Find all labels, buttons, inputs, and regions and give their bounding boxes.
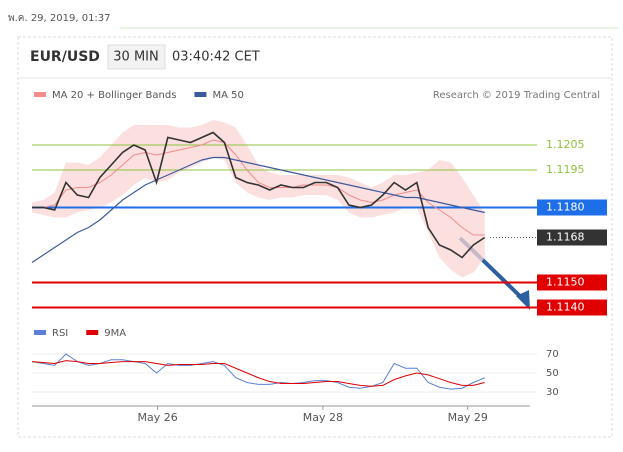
level-label: 1.1150 xyxy=(546,276,585,289)
legend-swatch xyxy=(34,92,46,97)
legend-swatch xyxy=(34,330,46,335)
arrow-head xyxy=(516,290,530,310)
x-tick-label: May 28 xyxy=(303,411,343,424)
rsi-line xyxy=(31,360,485,387)
legend-label: 9MA xyxy=(104,328,126,339)
interval-box xyxy=(107,44,166,70)
time: 03:40:42 CET xyxy=(172,50,260,65)
panel xyxy=(17,36,613,438)
y-tick-label: 70 xyxy=(546,349,559,360)
level-label: 1.1180 xyxy=(546,201,585,214)
level-label: 1.1140 xyxy=(546,301,585,314)
level-label: 1.1205 xyxy=(546,138,585,151)
legend-label: MA 50 xyxy=(212,90,243,101)
legend-label: RSI xyxy=(52,328,68,339)
y-tick-label: 50 xyxy=(546,368,559,379)
legend-label: MA 20 + Bollinger Bands xyxy=(52,90,176,101)
level-label: 1.1168 xyxy=(546,231,585,244)
bollinger-band xyxy=(32,120,485,278)
legend-swatch xyxy=(86,330,99,335)
ma-line xyxy=(31,156,485,264)
symbol: EUR/USD xyxy=(30,49,100,65)
rsi-line xyxy=(31,353,485,390)
level-label-box xyxy=(537,274,607,291)
source: Research © 2019 Trading Central xyxy=(433,90,600,101)
timestamp: พ.ค. 29, 2019, 01:37 xyxy=(8,13,111,24)
ma-line xyxy=(32,139,485,236)
legend-swatch xyxy=(194,92,207,97)
level-label-box xyxy=(537,299,607,316)
x-tick-label: May 29 xyxy=(448,411,488,424)
y-tick-label: 30 xyxy=(546,387,559,398)
level-label: 1.1195 xyxy=(546,163,585,176)
interval: 30 MIN xyxy=(113,50,158,65)
price-line xyxy=(32,131,486,259)
x-tick-label: May 26 xyxy=(138,411,178,424)
level-label-box xyxy=(537,229,607,246)
level-label-box xyxy=(537,199,607,216)
